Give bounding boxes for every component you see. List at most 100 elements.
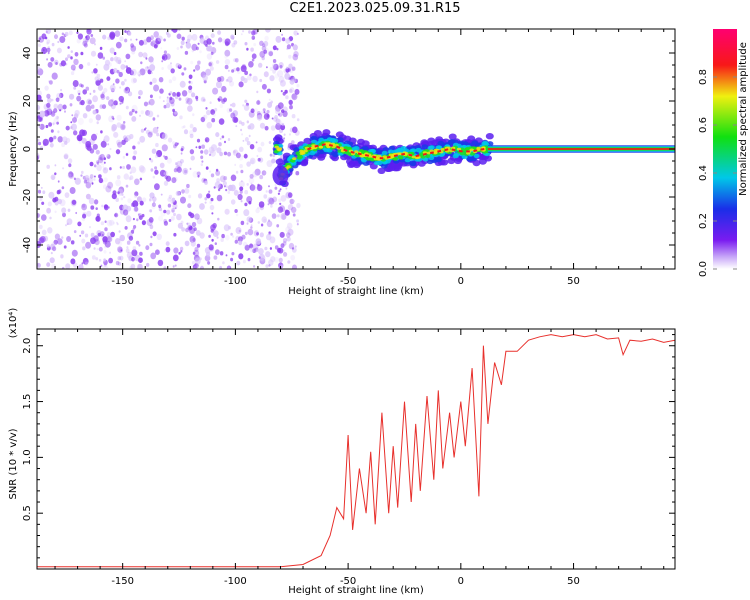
noise-speckle xyxy=(62,104,67,110)
signal-ridge xyxy=(272,129,675,187)
noise-speckle xyxy=(60,60,66,67)
noise-speckle xyxy=(67,54,71,59)
noise-speckle xyxy=(119,86,121,89)
noise-speckle xyxy=(296,202,301,209)
noise-speckle xyxy=(280,195,287,202)
noise-speckle xyxy=(186,183,190,189)
noise-speckle xyxy=(134,194,138,198)
noise-speckle xyxy=(106,154,109,157)
noise-speckle xyxy=(132,217,135,221)
noise-speckle xyxy=(250,108,255,113)
noise-speckle xyxy=(47,51,50,55)
ridge-blob xyxy=(485,133,494,140)
noise-speckle xyxy=(101,233,104,237)
noise-speckle xyxy=(250,47,254,52)
noise-speckle xyxy=(81,170,84,174)
noise-speckle xyxy=(109,251,111,254)
noise-speckle xyxy=(97,77,101,81)
noise-speckle xyxy=(122,135,127,141)
noise-speckle xyxy=(280,124,286,131)
noise-speckle xyxy=(130,263,136,269)
noise-speckle xyxy=(196,243,201,248)
noise-speckle xyxy=(150,40,157,47)
noise-speckle xyxy=(123,65,127,68)
noise-speckle xyxy=(240,128,243,132)
ridge-core xyxy=(336,145,341,149)
ridge-blob xyxy=(453,152,460,157)
noise-speckle xyxy=(173,168,178,173)
noise-speckle xyxy=(174,142,178,147)
noise-speckle xyxy=(224,38,231,46)
noise-speckle xyxy=(211,144,217,152)
noise-speckle xyxy=(120,64,126,70)
noise-speckle xyxy=(292,126,298,134)
noise-speckle xyxy=(181,36,185,41)
noise-speckle xyxy=(246,47,249,51)
noise-speckle xyxy=(115,179,122,187)
noise-speckle xyxy=(103,87,108,93)
noise-speckle xyxy=(50,129,54,133)
noise-speckle xyxy=(69,103,73,107)
noise-speckle xyxy=(100,140,107,148)
noise-speckle xyxy=(116,175,121,180)
noise-speckle xyxy=(231,43,236,48)
noise-speckle xyxy=(167,203,172,208)
noise-speckle xyxy=(65,62,68,66)
noise-speckle xyxy=(86,145,92,152)
spectrogram-panel: -150 -100 -50 0 50 Height of straight line (k… xyxy=(8,28,676,297)
noise-speckle xyxy=(163,173,166,176)
noise-speckle xyxy=(160,193,163,196)
noise-speckle xyxy=(289,78,295,85)
noise-speckle xyxy=(212,112,216,117)
noise-speckle xyxy=(129,70,134,76)
noise-speckle xyxy=(172,254,179,262)
noise-speckle xyxy=(70,240,75,245)
noise-speckle xyxy=(120,197,124,201)
noise-speckle xyxy=(171,197,176,202)
noise-speckle xyxy=(115,41,122,49)
noise-speckle xyxy=(73,177,76,181)
noise-speckle xyxy=(274,256,280,263)
noise-speckle xyxy=(132,246,137,251)
ridge-core xyxy=(386,155,391,159)
noise-speckle xyxy=(212,87,219,95)
noise-speckle xyxy=(93,199,99,205)
noise-speckle xyxy=(293,30,298,36)
noise-speckle xyxy=(272,63,277,69)
noise-speckle xyxy=(183,67,187,71)
noise-speckle xyxy=(278,257,283,263)
noise-speckle xyxy=(243,241,248,247)
noise-speckle xyxy=(81,203,86,208)
noise-speckle xyxy=(67,173,72,179)
noise-speckle xyxy=(224,140,226,144)
noise-speckle xyxy=(80,51,84,56)
noise-speckle xyxy=(42,49,45,52)
noise-speckle xyxy=(197,42,200,45)
noise-speckle xyxy=(162,56,165,60)
noise-speckle xyxy=(154,183,160,191)
noise-speckle xyxy=(125,184,129,188)
noise-speckle xyxy=(269,66,274,71)
noise-speckle xyxy=(243,104,250,111)
colorbar-gradient xyxy=(713,29,737,269)
ridge-blob xyxy=(433,150,438,154)
noise-speckle xyxy=(149,64,156,72)
noise-speckle xyxy=(188,194,192,199)
noise-speckle xyxy=(189,167,192,170)
noise-speckle xyxy=(193,69,196,72)
noise-speckle xyxy=(277,70,284,78)
noise-speckle xyxy=(249,243,254,249)
noise-speckle xyxy=(138,51,144,58)
y-tick-label: 1.0 xyxy=(22,449,33,465)
noise-speckle xyxy=(103,63,110,71)
noise-speckle xyxy=(238,120,242,125)
noise-speckle xyxy=(90,232,95,238)
noise-speckle xyxy=(108,206,110,209)
noise-speckle xyxy=(163,155,166,158)
noise-speckle xyxy=(290,254,296,261)
ridge-blob xyxy=(290,159,296,163)
ridge-blob xyxy=(361,158,367,163)
noise-speckle xyxy=(70,121,73,124)
noise-speckle xyxy=(187,203,192,209)
